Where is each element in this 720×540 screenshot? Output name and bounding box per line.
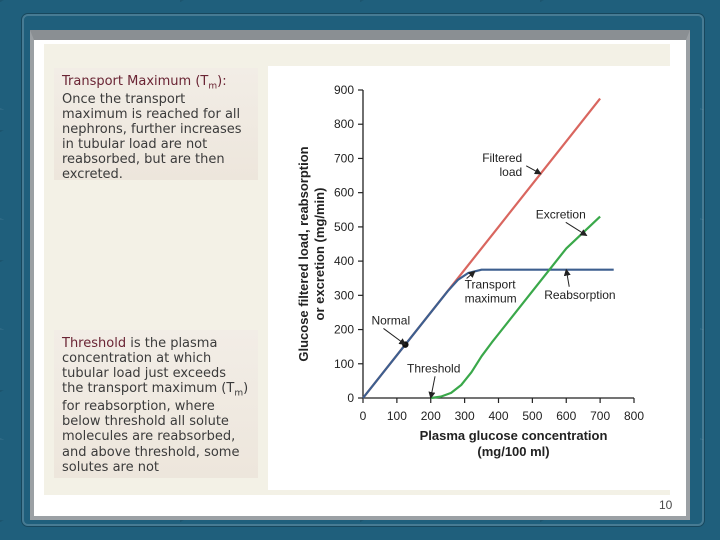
x-tick-label: 200	[421, 409, 441, 423]
annotation-arrow	[428, 376, 436, 399]
x-tick-label: 100	[387, 409, 407, 423]
annotation-arrow	[466, 270, 476, 279]
y-axis-label: Glucose filtered load, reabsorption	[296, 146, 311, 361]
x-tick-label: 300	[455, 409, 475, 423]
threshold-body-a: is the plasma concentration at which tub…	[62, 336, 235, 397]
x-axis-label: (mg/100 ml)	[477, 444, 549, 459]
threshold-body-b: ) for reabsorption, where below threshol…	[62, 381, 249, 475]
y-tick-label: 700	[334, 151, 354, 165]
annotation-label: Filtered	[482, 151, 522, 165]
annotation-label: load	[500, 165, 523, 179]
annotation-label: Reabsorption	[544, 288, 615, 302]
y-tick-label: 400	[334, 254, 354, 268]
tm-body: Once the transport maximum is reached fo…	[62, 92, 242, 183]
tm-title-post: ):	[217, 74, 227, 89]
y-tick-label: 200	[334, 323, 354, 337]
y-axis-label: or excretion (mg/min)	[312, 188, 327, 321]
annotation-arrow	[565, 221, 588, 236]
annotation-arrow	[525, 165, 542, 175]
x-axis-label: Plasma glucose concentration	[420, 428, 608, 443]
tm-title-pre: Transport Maximum (T	[62, 74, 209, 89]
x-tick-label: 600	[556, 409, 576, 423]
page-number: 10	[659, 498, 673, 512]
tm-title: Transport Maximum (Tm):	[62, 74, 227, 92]
series-line-excretion	[430, 215, 601, 400]
annotation-label: Normal	[371, 313, 410, 327]
threshold-textbox: Threshold is the plasma concentration at…	[54, 330, 258, 478]
chart-area: 0 100 200 300 400 500 600 700 800 900 0 100 200 300 40…	[268, 66, 670, 490]
annotation-label: Excretion	[536, 207, 586, 221]
y-tick-label: 0	[347, 391, 354, 405]
x-tick-label: 700	[590, 409, 610, 423]
glucose-chart: 0 100 200 300 400 500 600 700 800 900 0 100 200 300 40…	[296, 83, 644, 459]
x-tick-label: 400	[488, 409, 508, 423]
y-tick-label: 800	[334, 117, 354, 131]
transport-maximum-textbox: Transport Maximum (Tm): Once the transpo…	[54, 68, 258, 183]
y-tick-label: 100	[334, 357, 354, 371]
annotation-label: Threshold	[407, 361, 460, 375]
threshold-term: Threshold	[62, 336, 127, 351]
y-tick-label: 900	[334, 83, 354, 97]
y-tick-label: 500	[334, 220, 354, 234]
y-tick-label: 300	[334, 288, 354, 302]
x-tick-label: 0	[360, 409, 367, 423]
annotation-label: Transport	[465, 277, 517, 291]
tm-title-sub: m	[208, 81, 218, 92]
y-tick-label: 600	[334, 186, 354, 200]
threshold-sub: m	[234, 388, 244, 399]
annotation-arrow	[383, 328, 407, 346]
annotation-arrow	[563, 268, 571, 287]
annotation-label: maximum	[465, 291, 517, 305]
x-tick-label: 500	[522, 409, 542, 423]
x-tick-label: 800	[624, 409, 644, 423]
